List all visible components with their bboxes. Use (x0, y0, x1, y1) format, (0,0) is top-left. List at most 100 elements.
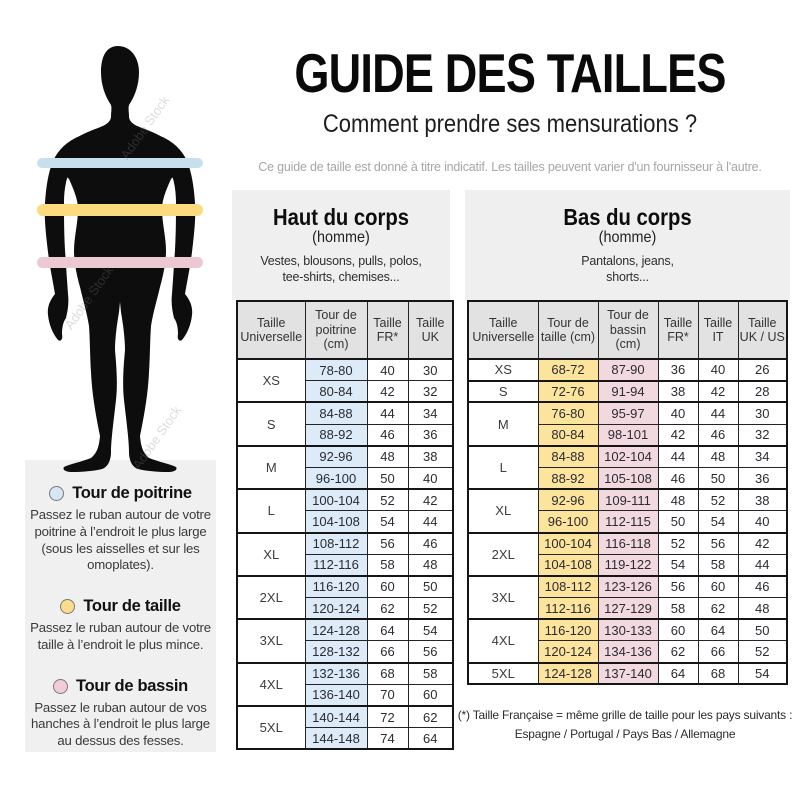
value-cell: 56 (366, 531, 409, 555)
value-cell: 28 (737, 379, 788, 403)
value-cell: 64 (657, 661, 699, 685)
table-row: 128-132 66 56 (237, 640, 454, 664)
value-cell: 68 (697, 661, 739, 685)
table-row: 96-100 50 40 (237, 466, 454, 490)
value-cell: 112-116 (537, 597, 599, 620)
column-header: Taille Universelle (467, 300, 539, 360)
value-cell: 102-104 (597, 444, 659, 468)
size-label-cell: L (236, 488, 306, 534)
value-cell: 36 (407, 423, 454, 447)
value-cell: 91-94 (597, 379, 659, 403)
value-cell: 64 (407, 727, 454, 750)
value-cell: 42 (366, 380, 409, 403)
value-cell: 78-80 (304, 358, 368, 382)
value-cell: 80-84 (304, 380, 368, 403)
header-row: Taille Universelle Tour de taille (cm) Tou… (467, 300, 788, 360)
value-cell: 84-88 (304, 401, 368, 425)
footnote: (*) Taille Française = même grille de ta… (455, 706, 795, 743)
size-label-cell: 4XL (236, 661, 306, 707)
value-cell: 96-100 (304, 466, 368, 490)
hips-measure-band (37, 257, 203, 268)
value-cell: 56 (657, 574, 699, 599)
value-cell: 60 (407, 683, 454, 707)
table-row: M 76-80 95-97 40 44 30 (467, 401, 788, 447)
section-gender: (homme) (598, 229, 657, 247)
size-label-cell: M (467, 401, 539, 447)
value-cell: 123-126 (597, 574, 659, 599)
value-cell: 56 (407, 640, 454, 664)
table-row: 5XL 124-128 137-140 64 68 54 (467, 661, 788, 685)
value-cell: 50 (737, 618, 788, 642)
value-cell: 42 (737, 531, 788, 555)
value-cell: 54 (657, 553, 699, 577)
size-label-cell: 3XL (236, 618, 306, 664)
value-cell: 42 (407, 488, 454, 512)
table-row: L 100-104 52 42 (236, 488, 454, 534)
section-gender: (homme) (312, 229, 370, 247)
table-row: XL 92-96 109-111 48 52 38 (467, 488, 788, 534)
column-header: Taille Universelle (236, 300, 306, 360)
value-cell: 96-100 (537, 510, 599, 533)
value-cell: 52 (657, 531, 699, 555)
table-row: XS 78-80 40 30 (236, 357, 454, 403)
table-row: 4XL 116-120 130-133 60 64 50 (467, 618, 788, 664)
table-row: S 84-88 44 34 (236, 401, 454, 447)
upper-body-section-header: Haut du corps (homme) Vestes, blousons, … (232, 190, 450, 300)
table-row: 96-100 112-115 50 54 40 (468, 510, 788, 533)
value-cell: 120-124 (537, 640, 599, 664)
size-label-cell: XL (236, 531, 306, 577)
value-cell: 46 (657, 466, 699, 490)
value-cell: 137-140 (597, 661, 659, 685)
size-label-cell: 3XL (467, 574, 539, 620)
value-cell: 72-76 (537, 379, 599, 403)
legend-title: Tour de poitrine (72, 484, 192, 502)
value-cell: 48 (697, 444, 739, 468)
value-cell: 92-96 (304, 444, 368, 468)
page-title: GUIDE DES TAILLES (294, 42, 726, 104)
value-cell: 128-132 (304, 640, 368, 664)
value-cell: 46 (697, 423, 739, 447)
value-cell: 66 (697, 640, 739, 664)
value-cell: 108-112 (304, 531, 368, 555)
value-cell: 119-122 (597, 553, 659, 577)
value-cell: 127-129 (597, 597, 659, 620)
silhouette-left-arm (44, 136, 84, 341)
value-cell: 64 (366, 618, 409, 642)
table-row: 112-116 58 48 (237, 553, 454, 577)
value-cell: 76-80 (537, 401, 599, 425)
value-cell: 32 (737, 423, 788, 447)
legend-text: Passez le ruban autour de votre taille à… (30, 620, 211, 652)
table-row: 120-124 134-136 62 66 52 (468, 640, 788, 664)
page-header: GUIDE DES TAILLES Comment prendre ses me… (230, 46, 790, 139)
legend-text: Passez le ruban autour de votre poitrine… (30, 507, 211, 573)
legend-item-bassin: Tour de bassin Passez le ruban autour de… (25, 677, 216, 750)
value-cell: 40 (737, 510, 788, 533)
footnote-line: Espagne / Portugal / Pays Bas / Allemagn… (514, 726, 736, 741)
value-cell: 132-136 (304, 661, 368, 685)
value-cell: 40 (407, 466, 454, 490)
value-cell: 36 (737, 466, 788, 490)
table-row: S 72-76 91-94 38 42 28 (467, 379, 788, 403)
value-cell: 134-136 (597, 640, 659, 664)
value-cell: 54 (407, 618, 454, 642)
value-cell: 36 (657, 358, 699, 382)
size-label-cell: M (236, 444, 306, 490)
value-cell: 56 (697, 531, 739, 555)
value-cell: 58 (407, 661, 454, 685)
upper-body-size-table: Taille Universelle Tour de poitrine (cm) T… (236, 300, 454, 751)
value-cell: 58 (366, 553, 409, 577)
value-cell: 80-84 (537, 423, 599, 447)
value-cell: 144-148 (304, 727, 368, 750)
value-cell: 112-116 (304, 553, 368, 577)
table-row: 5XL 140-144 72 62 (236, 704, 454, 750)
value-cell: 62 (657, 640, 699, 664)
size-label-cell: 4XL (467, 618, 539, 664)
column-header: Taille IT (697, 300, 739, 360)
value-cell: 44 (697, 401, 739, 425)
value-cell: 98-101 (597, 423, 659, 447)
legend-item-poitrine: Tour de poitrine Passez le ruban autour … (25, 484, 216, 574)
value-cell: 60 (697, 574, 739, 599)
value-cell: 116-120 (537, 618, 599, 642)
value-cell: 104-108 (537, 553, 599, 577)
